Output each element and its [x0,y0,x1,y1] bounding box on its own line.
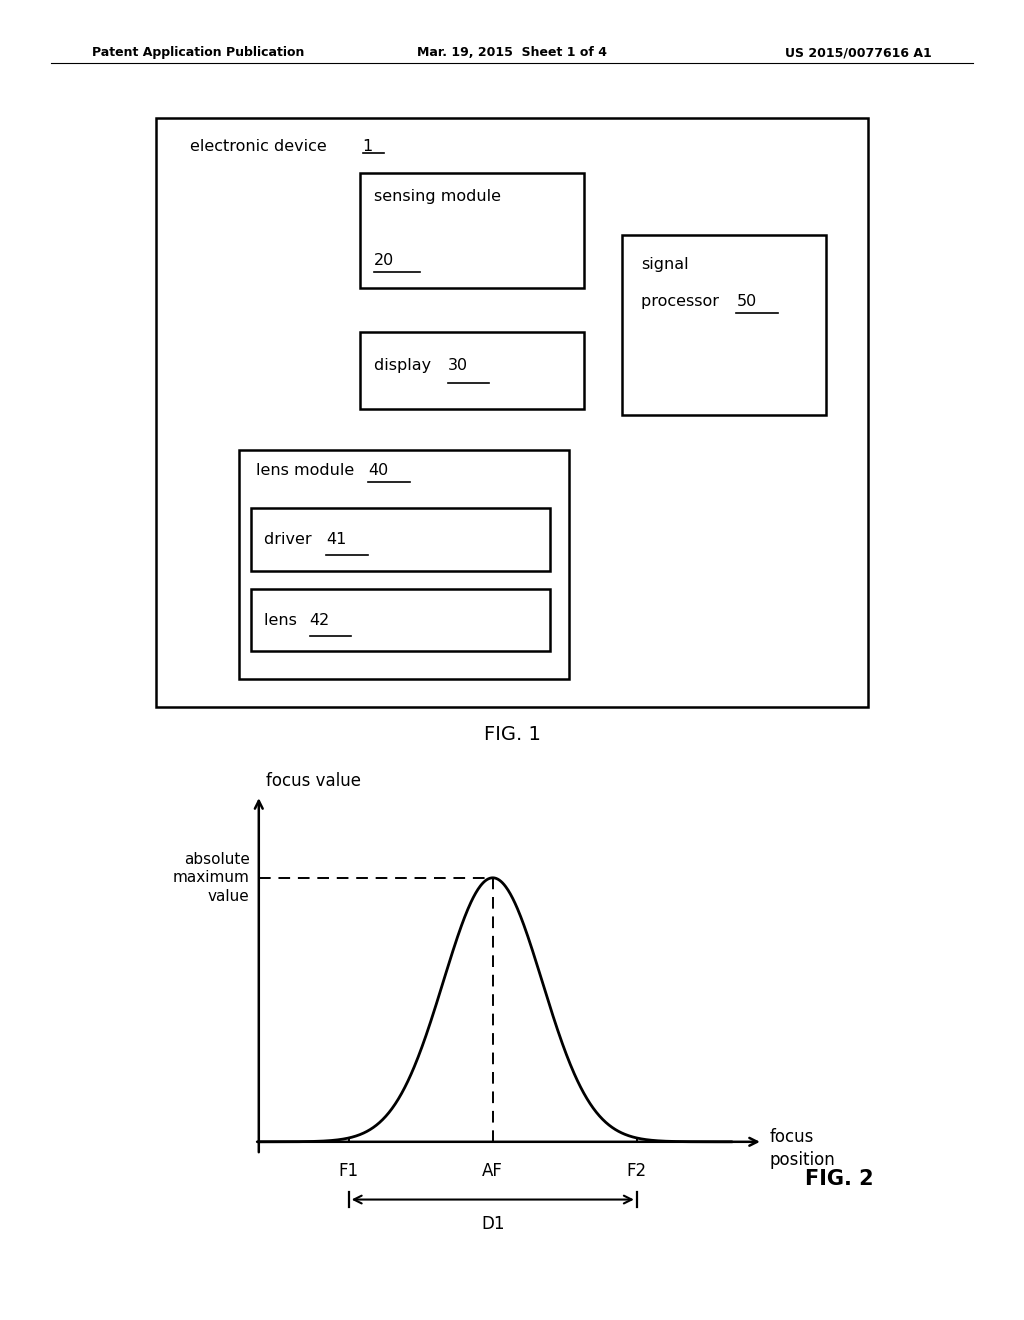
Text: 50: 50 [736,294,757,309]
Text: signal: signal [641,257,688,272]
Text: 40: 40 [368,463,388,478]
FancyBboxPatch shape [360,331,584,409]
FancyBboxPatch shape [622,235,826,416]
Text: 42: 42 [309,612,330,627]
Text: lens module: lens module [256,463,359,478]
Text: focus value: focus value [265,772,360,791]
Text: AF: AF [482,1162,503,1180]
Text: 1: 1 [362,140,373,154]
Text: D1: D1 [481,1216,505,1233]
Text: US 2015/0077616 A1: US 2015/0077616 A1 [785,46,932,59]
FancyBboxPatch shape [240,450,569,678]
Text: focus
position: focus position [769,1129,836,1168]
FancyBboxPatch shape [251,589,550,651]
Text: F1: F1 [339,1162,358,1180]
Text: 30: 30 [447,358,468,374]
Text: Patent Application Publication: Patent Application Publication [92,46,304,59]
Text: absolute
maximum
value: absolute maximum value [173,851,250,904]
FancyBboxPatch shape [156,117,868,708]
Text: electronic device: electronic device [190,140,332,154]
Text: FIG. 1: FIG. 1 [483,725,541,743]
Text: display: display [374,358,436,374]
Text: F2: F2 [627,1162,647,1180]
Text: sensing module: sensing module [374,189,501,205]
Text: 41: 41 [327,532,347,546]
Text: FIG. 2: FIG. 2 [805,1168,874,1189]
FancyBboxPatch shape [360,173,584,288]
Text: lens: lens [264,612,302,627]
Text: processor: processor [641,294,724,309]
Text: 20: 20 [374,253,394,268]
FancyBboxPatch shape [251,508,550,570]
Text: Mar. 19, 2015  Sheet 1 of 4: Mar. 19, 2015 Sheet 1 of 4 [417,46,607,59]
Text: driver: driver [264,532,317,546]
